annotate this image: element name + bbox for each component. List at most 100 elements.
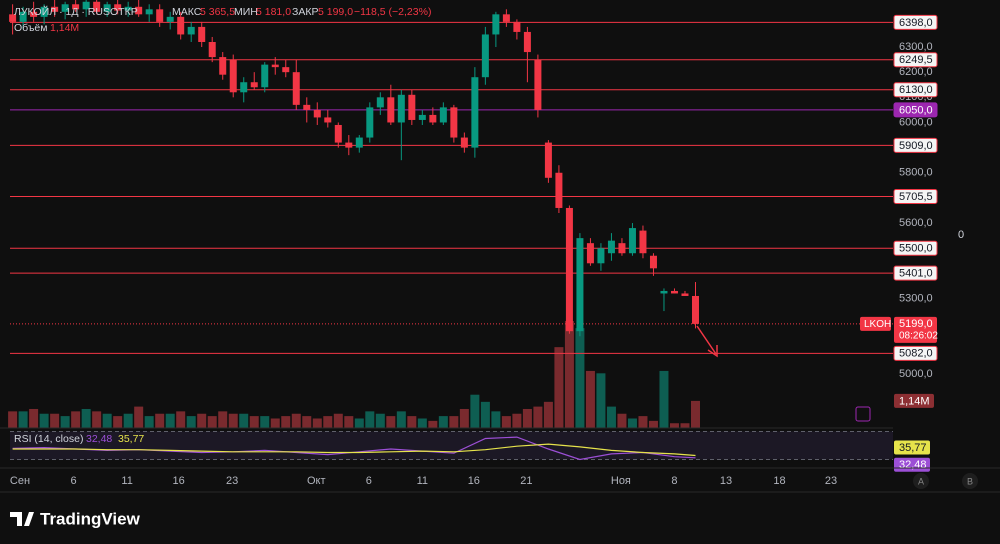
x-tick-label: 18: [773, 475, 785, 487]
level-label: 5401,0: [899, 268, 933, 280]
rsi-box: [894, 440, 930, 455]
rsi-legend-value: 35,77: [118, 433, 144, 445]
candle-body: [586, 243, 594, 264]
y-tick-label: 5600,0: [899, 217, 933, 229]
level-box: [893, 102, 938, 118]
candle-body: [576, 238, 584, 332]
volume-box: [894, 393, 934, 408]
annotation: [696, 325, 718, 358]
candle-body: [618, 243, 626, 254]
volume-bar: [648, 420, 658, 428]
volume-bar: [281, 416, 291, 428]
candle-body: [198, 26, 206, 42]
candle-body: [366, 107, 374, 138]
volume-bar: [669, 423, 679, 428]
volume-bar: [71, 411, 81, 428]
side-label: 0: [958, 229, 964, 241]
x-tick-label: 11: [417, 475, 428, 487]
ticker-box: [860, 316, 891, 331]
candle-body: [628, 228, 636, 254]
volume-bar: [627, 418, 637, 428]
low-value: 5 181,0: [256, 6, 291, 18]
candle-body: [534, 59, 542, 110]
candle-body: [103, 4, 111, 12]
volume-bar: [396, 411, 406, 428]
volume-bar: [354, 418, 364, 428]
candle-body: [324, 117, 332, 123]
button[interactable]: [962, 473, 978, 489]
level-label: 5909,0: [899, 140, 933, 152]
volume-bar: [102, 413, 112, 428]
volume-bar: [480, 401, 490, 428]
close-label: ЗАКР: [292, 6, 318, 18]
button-label[interactable]: A: [918, 476, 924, 486]
rsi-line: [12, 443, 696, 457]
candle-body: [376, 97, 384, 108]
high-value: 5 365,5: [200, 6, 235, 18]
x-tick-label: 16: [468, 475, 480, 487]
volume-bar: [228, 413, 238, 428]
logo-icon: [10, 512, 34, 526]
level-box: [893, 137, 938, 153]
candle-body: [82, 1, 90, 10]
candle-body: [271, 64, 279, 68]
candle-body: [229, 59, 237, 93]
volume-bar: [659, 370, 669, 428]
candle-body: [660, 290, 668, 294]
volume-bar: [449, 416, 459, 428]
level-label: 6249,5: [899, 54, 933, 66]
volume-bar: [344, 416, 354, 428]
candle-body: [177, 16, 185, 35]
volume-bar: [575, 328, 585, 428]
button[interactable]: [913, 473, 929, 489]
candle-body: [156, 9, 164, 22]
current-price-label: 5199,0: [899, 318, 933, 330]
candle-body: [135, 6, 143, 15]
candle-body: [544, 142, 552, 178]
candle-body: [429, 114, 437, 123]
volume-label: Объём: [14, 22, 47, 34]
candle-body: [93, 1, 101, 12]
candle-body: [681, 293, 689, 296]
volume-bar: [92, 411, 102, 428]
y-tick-label: 6000,0: [899, 116, 933, 128]
candle-body: [51, 6, 59, 12]
volume-bar: [428, 420, 438, 428]
candle-body: [166, 16, 174, 22]
volume-bar: [407, 416, 417, 428]
level-box: [893, 265, 938, 281]
x-tick-label: 6: [366, 475, 372, 487]
candle-body: [387, 97, 395, 123]
volume-bar: [470, 394, 480, 428]
candle-body: [30, 11, 38, 17]
candle-body: [250, 82, 258, 88]
candle-body: [439, 107, 447, 123]
level-box: [893, 189, 938, 205]
volume-bar: [522, 408, 532, 428]
volume-bar: [365, 411, 375, 428]
ticker-label: LKOH: [864, 319, 891, 330]
level-label: 6050,0: [899, 104, 933, 116]
candle-body: [345, 142, 353, 148]
volume-bar: [554, 347, 564, 428]
buttons: A B: [913, 473, 978, 489]
volume-bar: [323, 416, 333, 428]
candle-body: [61, 4, 69, 12]
volume-bar: [239, 413, 249, 428]
volume-bar: [512, 413, 522, 428]
candle-body: [691, 295, 699, 324]
countdown: 08:26:02: [899, 331, 938, 342]
x-tick-label: 21: [520, 475, 532, 487]
volume-bar: [165, 413, 175, 428]
candle-body: [303, 104, 311, 110]
level-label: 5082,0: [899, 348, 933, 360]
volume-bar: [218, 411, 228, 428]
candle-body: [565, 207, 573, 332]
y-tick-label: 6300,0: [899, 41, 933, 53]
rsi-band: [10, 431, 893, 460]
candle-body: [649, 255, 657, 269]
candle-body: [40, 6, 48, 17]
event-icon[interactable]: [855, 406, 871, 422]
button-label[interactable]: B: [967, 476, 973, 486]
candle-body: [450, 107, 458, 138]
